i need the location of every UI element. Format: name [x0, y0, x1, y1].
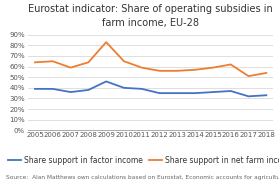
Share support in factor income — [211, 91, 215, 93]
Text: Source:  Alan Matthews own calculations based on Eurostat, Economic accounts for: Source: Alan Matthews own calculations b… — [6, 175, 279, 180]
Share support in net farm income — [211, 67, 215, 69]
Share support in factor income — [140, 88, 143, 90]
Share support in factor income — [69, 91, 72, 93]
Share support in net farm income — [193, 69, 197, 71]
Share support in factor income — [105, 80, 108, 83]
Legend: Share support in factor income, Share support in net farm income: Share support in factor income, Share su… — [8, 156, 279, 165]
Share support in net farm income — [229, 63, 232, 66]
Share support in factor income — [193, 92, 197, 94]
Share support in net farm income — [33, 61, 37, 63]
Share support in factor income — [264, 94, 268, 96]
Share support in net farm income — [264, 72, 268, 74]
Line: Share support in factor income: Share support in factor income — [35, 81, 266, 96]
Share support in factor income — [247, 95, 250, 97]
Share support in net farm income — [176, 70, 179, 72]
Share support in net farm income — [87, 61, 90, 63]
Share support in net farm income — [247, 75, 250, 77]
Share support in factor income — [176, 92, 179, 94]
Share support in net farm income — [51, 60, 54, 62]
Share support in factor income — [158, 92, 161, 94]
Line: Share support in net farm income: Share support in net farm income — [35, 42, 266, 76]
Share support in net farm income — [140, 67, 143, 69]
Share support in net farm income — [105, 41, 108, 43]
Share support in factor income — [51, 88, 54, 90]
Share support in factor income — [87, 89, 90, 91]
Share support in net farm income — [158, 70, 161, 72]
Share support in factor income — [229, 90, 232, 92]
Share support in factor income — [122, 87, 126, 89]
Title: Eurostat indicator: Share of operating subsidies in
farm income, EU-28: Eurostat indicator: Share of operating s… — [28, 5, 273, 28]
Share support in net farm income — [69, 67, 72, 69]
Share support in net farm income — [122, 60, 126, 62]
Share support in factor income — [33, 88, 37, 90]
